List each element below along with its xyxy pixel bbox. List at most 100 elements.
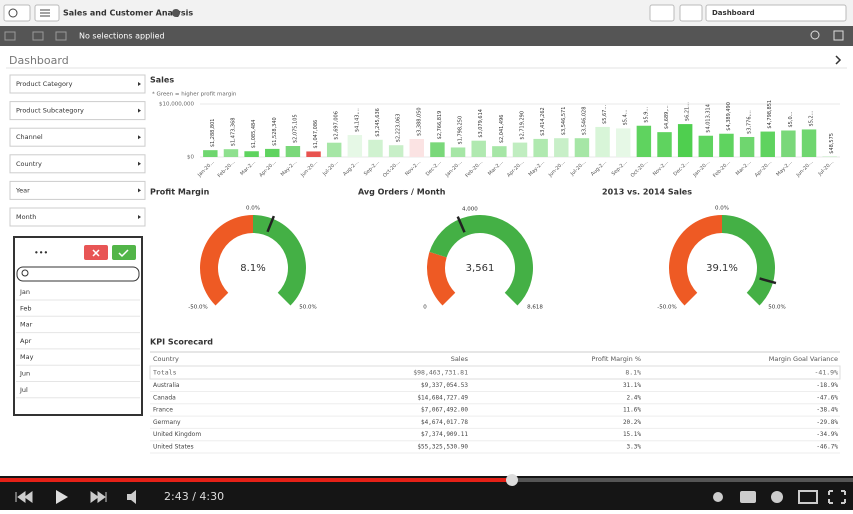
value-label: $2,075,105 <box>292 114 298 143</box>
table-cell: $7,067,492.00 <box>421 407 468 414</box>
value-label: $2,697,006 <box>334 111 340 140</box>
table-cell: -18.9% <box>816 382 838 389</box>
gauge-value: 3,561 <box>466 263 495 274</box>
chart-subtitle: * Green = higher profit margin <box>152 92 237 98</box>
bar[interactable] <box>203 150 217 157</box>
column-header[interactable]: Margin Goal Variance <box>769 355 838 363</box>
table-cell: -29.8% <box>816 419 838 426</box>
bar[interactable] <box>451 147 465 157</box>
bar[interactable] <box>244 151 258 157</box>
table-cell: 31.1% <box>623 382 641 389</box>
value-label: $3,245,636 <box>375 108 381 137</box>
table-cell: Australia <box>153 382 180 389</box>
bar[interactable] <box>410 139 424 157</box>
month-popup <box>14 237 142 415</box>
settings[interactable] <box>771 491 783 503</box>
gauge-tick-label: 8,618 <box>527 305 543 311</box>
totals-cell: 8.1% <box>625 369 641 377</box>
table-cell: 2.4% <box>627 394 642 401</box>
month-item[interactable]: Jan <box>19 288 30 296</box>
filter-box[interactable] <box>10 181 145 199</box>
bar[interactable] <box>224 149 238 157</box>
bar[interactable] <box>637 126 651 157</box>
table-cell: United Kingdom <box>153 431 201 438</box>
bar[interactable] <box>657 132 671 157</box>
table-cell: -34.9% <box>816 431 838 438</box>
progress-handle[interactable] <box>506 474 518 486</box>
gauge-tick-label: 50.0% <box>299 305 316 311</box>
month-item[interactable]: Apr <box>20 337 32 345</box>
y-tick-label: $0 <box>187 155 194 161</box>
bar[interactable] <box>802 129 816 157</box>
bar[interactable] <box>265 149 279 157</box>
filter-label: Product Subcategory <box>16 107 84 115</box>
chart-title: Avg Orders / Month <box>358 188 446 197</box>
bar[interactable] <box>719 134 733 157</box>
info-icon[interactable] <box>172 9 180 17</box>
bar[interactable] <box>533 139 547 157</box>
table-cell: -38.4% <box>816 407 838 414</box>
month-item[interactable]: Jun <box>19 370 30 378</box>
popup-menu[interactable]: ••• <box>34 249 48 258</box>
bar[interactable] <box>492 146 506 157</box>
gauge-value: 8.1% <box>240 263 265 274</box>
month-item[interactable]: Feb <box>20 304 32 312</box>
bar[interactable] <box>389 145 403 157</box>
bar[interactable] <box>616 128 630 157</box>
table-cell: 20.2% <box>623 419 641 426</box>
value-label: $1,047,086 <box>313 120 319 149</box>
table-cell: -47.6% <box>816 394 838 401</box>
sheet-title: Dashboard <box>9 54 69 67</box>
present-button[interactable] <box>650 5 674 21</box>
value-label: $6,21... <box>685 102 691 121</box>
sheet-name: Dashboard <box>712 9 755 17</box>
totals-row <box>150 366 840 379</box>
value-label: $5,2... <box>809 110 815 126</box>
bar[interactable] <box>554 138 568 157</box>
value-label: $3,388,050 <box>416 107 422 136</box>
bar[interactable] <box>678 124 692 157</box>
bar[interactable] <box>595 127 609 157</box>
bar[interactable] <box>286 146 300 157</box>
bar[interactable] <box>699 136 713 157</box>
bar[interactable] <box>368 140 382 157</box>
month-item[interactable]: May <box>20 353 34 361</box>
bar[interactable] <box>761 132 775 157</box>
totals-cell: -41.9% <box>815 369 839 377</box>
captions[interactable] <box>740 491 756 503</box>
bar[interactable] <box>740 137 754 157</box>
bar[interactable] <box>575 138 589 157</box>
table-cell: $14,684,727.49 <box>417 394 468 401</box>
bar[interactable] <box>781 131 795 158</box>
table-cell: $55,325,530.90 <box>417 444 468 451</box>
watch-later[interactable] <box>713 492 723 502</box>
bar[interactable] <box>513 143 527 157</box>
time-display: 2:43 / 4:30 <box>164 490 224 503</box>
value-label: $5,9... <box>643 106 649 122</box>
table-cell: $7,374,909.11 <box>421 431 468 438</box>
value-label: $2,719,290 <box>520 111 526 140</box>
value-label: $5,4... <box>623 109 629 125</box>
filter-label: Country <box>16 160 42 168</box>
value-label: $4,013,314 <box>705 104 711 133</box>
gauge-tick-label: 0.0% <box>246 206 260 212</box>
bar[interactable] <box>471 141 485 157</box>
bar[interactable] <box>348 135 362 157</box>
table-title: KPI Scorecard <box>150 338 213 347</box>
bar[interactable] <box>327 143 341 157</box>
confirm-button[interactable] <box>112 245 136 260</box>
search-box[interactable] <box>17 267 139 281</box>
value-label: $5,67... <box>602 104 608 123</box>
bar[interactable] <box>430 142 444 157</box>
column-header[interactable]: Country <box>153 355 179 363</box>
filter-label: Product Category <box>16 80 73 88</box>
bar[interactable] <box>306 151 320 157</box>
table-cell: Germany <box>153 419 181 426</box>
column-header[interactable]: Sales <box>451 355 469 363</box>
month-item[interactable]: Jul <box>19 386 28 394</box>
gauge-tick-label: 0 <box>423 305 427 311</box>
column-header[interactable]: Profit Margin % <box>592 355 641 363</box>
device-button[interactable] <box>680 5 702 21</box>
month-item[interactable]: Mar <box>20 321 33 329</box>
